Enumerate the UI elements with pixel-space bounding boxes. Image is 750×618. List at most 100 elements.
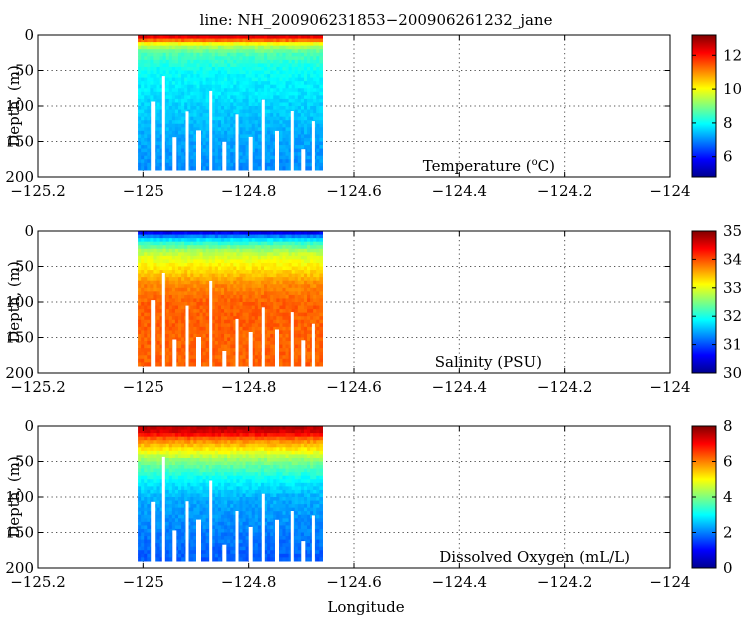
heatmap-cell xyxy=(202,152,207,157)
heatmap-cell xyxy=(156,280,161,285)
heatmap-cell xyxy=(224,337,228,342)
heatmap-cell xyxy=(171,319,176,324)
heatmap-cell xyxy=(171,109,176,114)
heatmap-cell xyxy=(251,113,256,118)
heatmap-cell xyxy=(291,262,296,268)
heatmap-cell xyxy=(251,362,256,367)
heatmap-cell xyxy=(187,98,191,104)
heatmap-cell xyxy=(297,127,302,132)
heatmap-cell xyxy=(171,287,176,292)
heatmap-cell xyxy=(147,127,151,132)
heatmap-cell xyxy=(242,130,247,135)
heatmap-cell xyxy=(168,109,173,114)
heatmap-cell xyxy=(273,123,277,128)
heatmap-cell xyxy=(239,74,244,79)
heatmap-cell xyxy=(291,77,296,82)
heatmap-cell xyxy=(313,309,317,314)
heatmap-cell xyxy=(285,155,290,160)
heatmap-cell xyxy=(205,287,210,292)
heatmap-cell xyxy=(196,302,201,307)
figure-title: line: NH_200906231853−200906261232_jane xyxy=(200,11,553,29)
heatmap-cell xyxy=(224,123,228,128)
heatmap-cell xyxy=(282,148,287,153)
heatmap-cell xyxy=(254,291,259,296)
heatmap-cell xyxy=(310,45,314,50)
heatmap-cell xyxy=(297,319,302,324)
heatmap-cell xyxy=(224,238,228,243)
heatmap-cell xyxy=(153,255,158,260)
heatmap-cell xyxy=(245,316,250,321)
heatmap-cell xyxy=(150,270,155,275)
heatmap-cell xyxy=(270,159,274,164)
heatmap-cell xyxy=(239,141,244,146)
heatmap-cell xyxy=(138,326,142,331)
heatmap-cell xyxy=(174,248,179,253)
heatmap-cell xyxy=(217,141,222,146)
heatmap-cell xyxy=(300,305,305,310)
heatmap-cell xyxy=(202,309,207,314)
heatmap-cell xyxy=(190,248,194,253)
heatmap-cell xyxy=(257,56,262,61)
heatmap-cell xyxy=(221,326,225,331)
heatmap-cell xyxy=(205,234,210,239)
heatmap-cell xyxy=(300,234,305,239)
heatmap-cell xyxy=(251,63,256,68)
heatmap-cell xyxy=(174,155,179,160)
heatmap-cell xyxy=(150,98,155,104)
heatmap-cell xyxy=(276,84,280,89)
heatmap-cell xyxy=(242,98,247,104)
heatmap-cell xyxy=(165,323,170,328)
heatmap-cell xyxy=(156,141,161,146)
heatmap-cell xyxy=(196,291,201,296)
heatmap-cell xyxy=(313,123,317,128)
heatmap-cell xyxy=(147,341,151,346)
heatmap-cell xyxy=(165,302,170,307)
heatmap-cell xyxy=(260,66,265,72)
heatmap-cell xyxy=(141,81,145,86)
heatmap-cell xyxy=(156,148,161,153)
heatmap-cell xyxy=(181,130,185,135)
heatmap-cell xyxy=(239,252,244,257)
heatmap-cell xyxy=(288,273,293,278)
heatmap-cell xyxy=(141,333,145,339)
heatmap-cell xyxy=(288,134,293,139)
heatmap-cell xyxy=(190,81,194,86)
heatmap-cell xyxy=(303,362,308,367)
heatmap-cell xyxy=(227,113,231,118)
heatmap-cell xyxy=(196,333,201,339)
heatmap-cell xyxy=(264,330,268,335)
heatmap-cell xyxy=(239,116,244,121)
heatmap-cell xyxy=(248,323,253,328)
heatmap-cell xyxy=(153,341,158,346)
heatmap-cell xyxy=(300,145,305,150)
heatmap-cell xyxy=(257,337,262,342)
heatmap-cell xyxy=(224,63,228,68)
heatmap-cell xyxy=(303,255,308,260)
heatmap-cell xyxy=(288,319,293,324)
heatmap-cell xyxy=(303,81,308,86)
heatmap-cell xyxy=(168,49,173,54)
heatmap-cell xyxy=(178,113,182,118)
heatmap-cell xyxy=(319,123,323,128)
heatmap-cell xyxy=(267,302,271,307)
heatmap-cell xyxy=(141,273,145,278)
heatmap-cell xyxy=(211,77,216,82)
heatmap-cell xyxy=(141,344,145,349)
x-tick-label: −124.8 xyxy=(221,182,277,200)
heatmap-cell xyxy=(171,255,176,260)
y-tick-label: 200 xyxy=(5,168,34,186)
heatmap-cell xyxy=(196,273,201,278)
heatmap-cell xyxy=(174,305,179,310)
heatmap-cell xyxy=(171,95,176,100)
heatmap-cell xyxy=(159,330,164,335)
heatmap-cell xyxy=(267,49,271,54)
heatmap-cell xyxy=(279,241,284,246)
heatmap-cell xyxy=(144,35,148,40)
heatmap-cell xyxy=(310,252,314,257)
heatmap-cell xyxy=(273,231,277,236)
heatmap-cell xyxy=(147,493,151,498)
heatmap-cell xyxy=(236,88,241,93)
heatmap-cell xyxy=(217,312,222,317)
heatmap-cell xyxy=(174,333,179,339)
heatmap-cell xyxy=(303,305,308,310)
